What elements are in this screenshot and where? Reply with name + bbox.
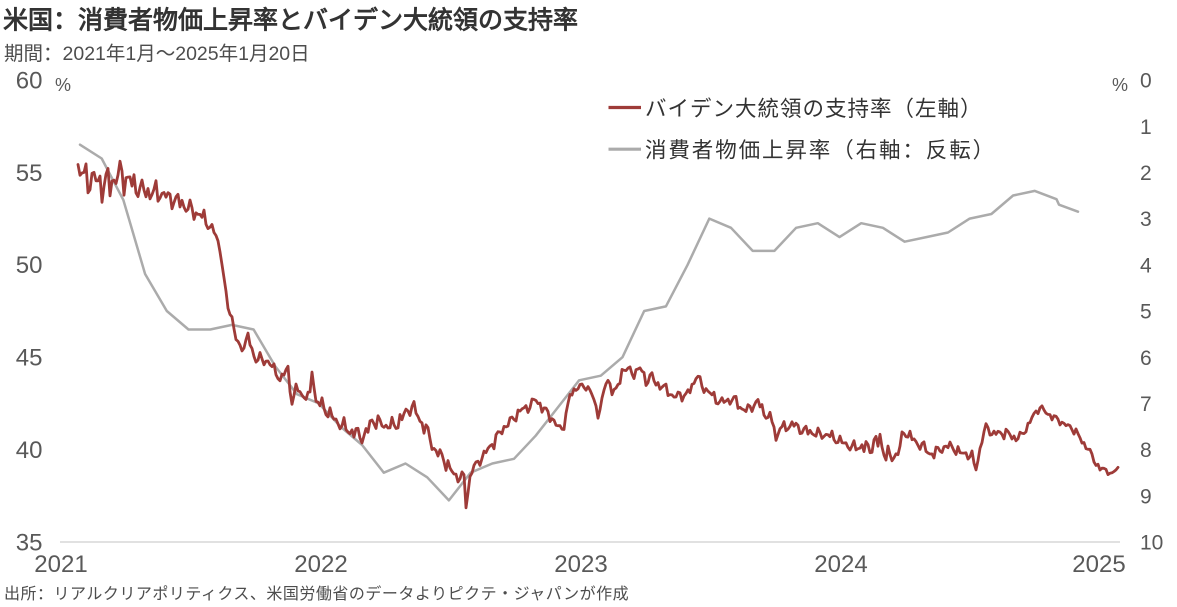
svg-text:4: 4 [1140, 254, 1152, 277]
svg-text:期間：2021年1月～2025年1月20日: 期間：2021年1月～2025年1月20日 [4, 43, 310, 65]
svg-text:35: 35 [16, 529, 43, 556]
svg-text:7: 7 [1140, 393, 1152, 416]
svg-text:1: 1 [1140, 116, 1152, 139]
svg-text:2: 2 [1140, 162, 1152, 185]
svg-text:5: 5 [1140, 301, 1152, 324]
svg-text:2021: 2021 [34, 551, 87, 578]
svg-text:2025: 2025 [1072, 551, 1125, 578]
svg-text:50: 50 [16, 252, 43, 279]
svg-text:2023: 2023 [554, 551, 607, 578]
svg-text:3: 3 [1140, 208, 1152, 231]
svg-text:0: 0 [1140, 70, 1152, 93]
svg-text:%: % [1112, 75, 1128, 95]
svg-text:55: 55 [16, 160, 43, 187]
svg-text:40: 40 [16, 437, 43, 464]
svg-text:2022: 2022 [294, 551, 347, 578]
svg-text:消費者物価上昇率（右軸：反転）: 消費者物価上昇率（右軸：反転） [645, 139, 996, 163]
svg-text:出所：リアルクリアポリティクス、米国労働省のデータよりピクテ: 出所：リアルクリアポリティクス、米国労働省のデータよりピクテ・ジャパンが作成 [4, 584, 629, 603]
svg-text:米国：消費者物価上昇率とバイデン大統領の支持率: 米国：消費者物価上昇率とバイデン大統領の支持率 [3, 6, 578, 35]
svg-text:60: 60 [16, 67, 43, 94]
svg-text:10: 10 [1140, 532, 1163, 555]
svg-text:2024: 2024 [814, 551, 867, 578]
svg-text:6: 6 [1140, 347, 1152, 370]
svg-text:8: 8 [1140, 439, 1152, 462]
svg-text:45: 45 [16, 345, 43, 372]
svg-text:バイデン大統領の支持率（左軸）: バイデン大統領の支持率（左軸） [645, 97, 983, 121]
svg-text:%: % [55, 75, 71, 95]
svg-text:9: 9 [1140, 485, 1152, 508]
